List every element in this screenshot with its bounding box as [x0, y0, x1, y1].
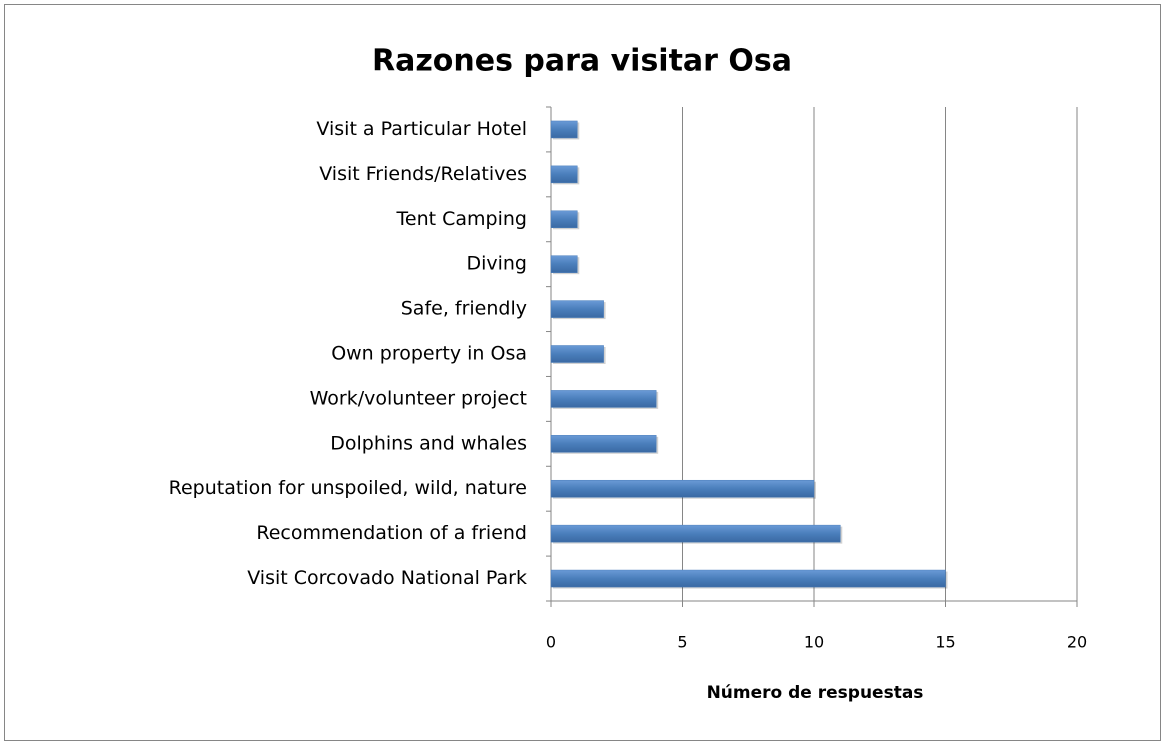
- bar: [550, 569, 946, 588]
- bar: [550, 120, 578, 139]
- x-axis-label: Número de respuestas: [707, 683, 924, 703]
- y-tick-label: Tent Camping: [396, 208, 527, 230]
- bar: [550, 435, 657, 453]
- y-tick-label: Recommendation of a friend: [256, 522, 527, 544]
- y-tick-label: Dolphins and whales: [330, 432, 527, 454]
- chart-title: Razones para visitar Osa: [372, 44, 792, 79]
- bar: [550, 345, 604, 363]
- y-tick-label: Visit a Particular Hotel: [316, 118, 527, 140]
- y-tick-label: Work/volunteer project: [310, 387, 527, 409]
- bar: [550, 300, 604, 318]
- x-tick-label: 5: [677, 633, 687, 652]
- bar: [550, 165, 578, 184]
- y-tick-label: Diving: [466, 253, 527, 275]
- bar: [550, 210, 578, 229]
- y-tick-label: Visit Friends/Relatives: [319, 163, 527, 185]
- y-tick-label: Reputation for unspoiled, wild, nature: [169, 477, 527, 499]
- y-tick-label: Safe, friendly: [401, 298, 527, 320]
- x-tick-label: 20: [1067, 633, 1087, 652]
- y-tick-label: Visit Corcovado National Park: [247, 567, 527, 589]
- x-tick-label: 15: [935, 633, 955, 652]
- bar: [550, 479, 815, 498]
- bar: [550, 390, 657, 408]
- x-tick-label: 0: [546, 633, 556, 652]
- y-tick-label: Own property in Osa: [331, 343, 527, 365]
- chart-border: [4, 4, 1161, 741]
- bar: [550, 524, 841, 543]
- x-tick-label: 10: [804, 633, 824, 652]
- bar: [550, 255, 578, 273]
